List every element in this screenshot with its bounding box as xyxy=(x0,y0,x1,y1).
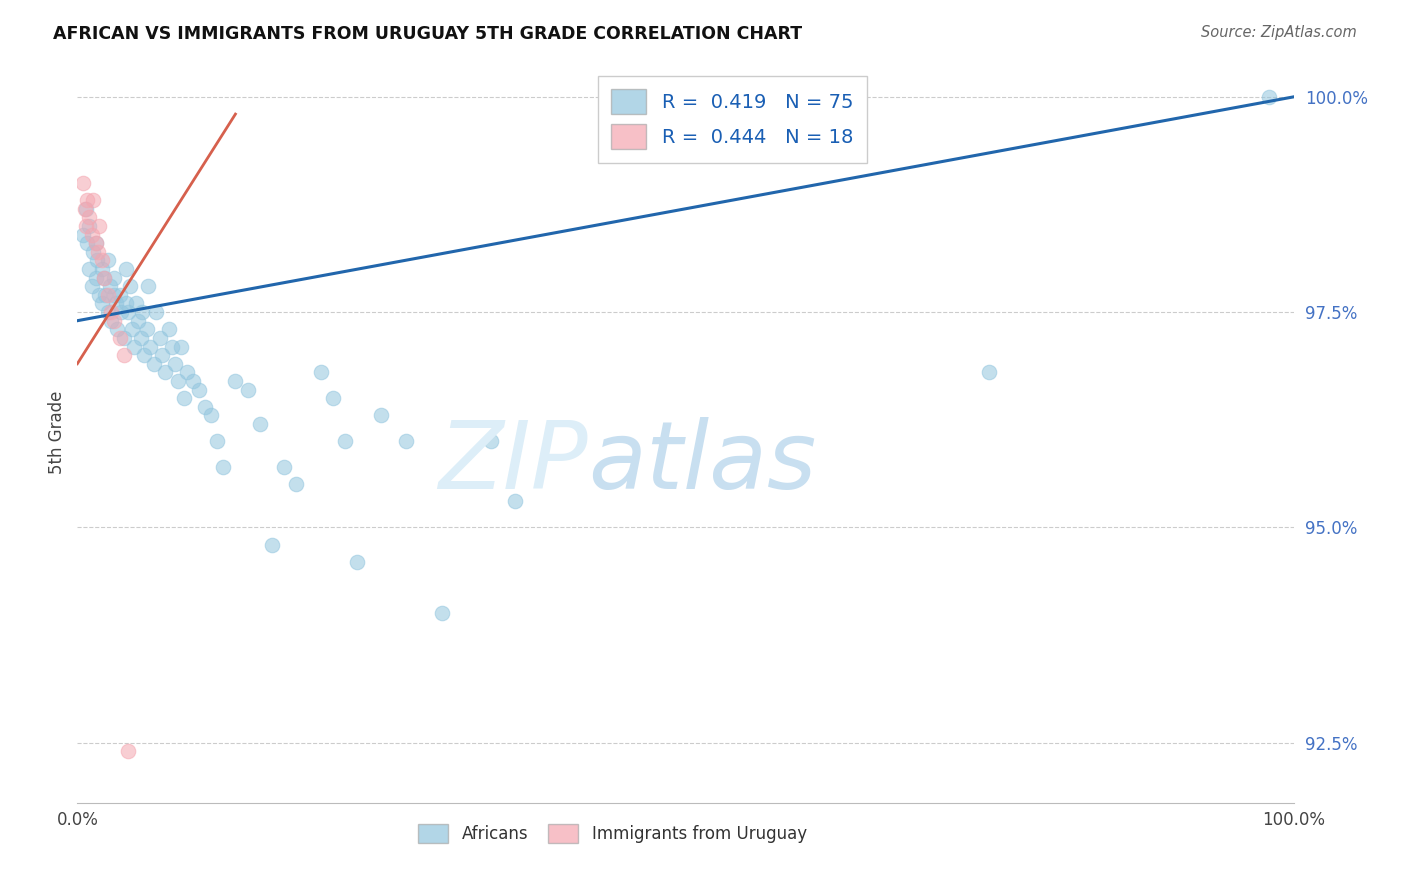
Text: AFRICAN VS IMMIGRANTS FROM URUGUAY 5TH GRADE CORRELATION CHART: AFRICAN VS IMMIGRANTS FROM URUGUAY 5TH G… xyxy=(53,25,803,43)
Point xyxy=(346,555,368,569)
Point xyxy=(86,253,108,268)
Point xyxy=(76,236,98,251)
Point xyxy=(309,365,332,379)
Point xyxy=(110,305,132,319)
Point xyxy=(93,270,115,285)
Point xyxy=(153,365,176,379)
Point xyxy=(121,322,143,336)
Point xyxy=(160,339,183,353)
Point xyxy=(97,305,120,319)
Point xyxy=(94,288,117,302)
Point xyxy=(285,477,308,491)
Point xyxy=(205,434,228,449)
Point xyxy=(90,296,112,310)
Point xyxy=(84,270,107,285)
Point xyxy=(173,391,195,405)
Point xyxy=(87,244,110,259)
Point xyxy=(131,305,153,319)
Point xyxy=(212,460,235,475)
Point xyxy=(117,305,139,319)
Point xyxy=(79,211,101,225)
Point xyxy=(430,607,453,621)
Point xyxy=(167,374,190,388)
Point xyxy=(72,227,94,242)
Point xyxy=(105,296,128,310)
Point xyxy=(73,202,96,216)
Text: ZIP: ZIP xyxy=(439,417,588,508)
Point xyxy=(117,744,139,758)
Point xyxy=(75,202,97,216)
Point xyxy=(82,193,104,207)
Point xyxy=(112,331,135,345)
Point xyxy=(84,236,107,251)
Point xyxy=(103,270,125,285)
Point xyxy=(249,417,271,431)
Point xyxy=(273,460,295,475)
Point xyxy=(84,236,107,251)
Point xyxy=(1258,90,1281,104)
Point xyxy=(89,288,111,302)
Point xyxy=(98,279,121,293)
Point xyxy=(124,339,146,353)
Point xyxy=(236,383,259,397)
Point xyxy=(79,262,101,277)
Point xyxy=(188,383,211,397)
Point xyxy=(127,314,149,328)
Point xyxy=(139,339,162,353)
Point xyxy=(181,374,204,388)
Point xyxy=(100,314,122,328)
Text: atlas: atlas xyxy=(588,417,817,508)
Point xyxy=(108,331,131,345)
Point xyxy=(479,434,502,449)
Point xyxy=(145,305,167,319)
Point xyxy=(90,253,112,268)
Text: Source: ZipAtlas.com: Source: ZipAtlas.com xyxy=(1201,25,1357,40)
Point xyxy=(76,193,98,207)
Point xyxy=(134,348,156,362)
Legend: Africans, Immigrants from Uruguay: Africans, Immigrants from Uruguay xyxy=(412,817,813,850)
Point xyxy=(503,494,526,508)
Point xyxy=(72,176,94,190)
Point xyxy=(157,322,180,336)
Y-axis label: 5th Grade: 5th Grade xyxy=(48,391,66,475)
Point xyxy=(80,279,103,293)
Point xyxy=(194,400,217,414)
Point xyxy=(224,374,246,388)
Point xyxy=(370,409,392,423)
Point xyxy=(118,279,141,293)
Point xyxy=(89,219,111,233)
Point xyxy=(135,322,157,336)
Point xyxy=(107,322,129,336)
Point xyxy=(152,348,174,362)
Point xyxy=(979,365,1001,379)
Point xyxy=(170,339,193,353)
Point xyxy=(322,391,344,405)
Point xyxy=(176,365,198,379)
Point xyxy=(112,348,135,362)
Point xyxy=(142,357,165,371)
Point xyxy=(395,434,418,449)
Point xyxy=(108,288,131,302)
Point xyxy=(100,305,122,319)
Point xyxy=(115,262,138,277)
Point xyxy=(75,219,97,233)
Point xyxy=(93,270,115,285)
Point xyxy=(125,296,148,310)
Point xyxy=(136,279,159,293)
Point xyxy=(115,296,138,310)
Point xyxy=(97,288,120,302)
Point xyxy=(103,314,125,328)
Point xyxy=(260,537,283,551)
Point xyxy=(80,227,103,242)
Point xyxy=(103,288,125,302)
Point xyxy=(97,253,120,268)
Point xyxy=(82,244,104,259)
Point xyxy=(333,434,356,449)
Point xyxy=(90,262,112,277)
Point xyxy=(79,219,101,233)
Point xyxy=(149,331,172,345)
Point xyxy=(129,331,152,345)
Point xyxy=(163,357,186,371)
Point xyxy=(200,409,222,423)
